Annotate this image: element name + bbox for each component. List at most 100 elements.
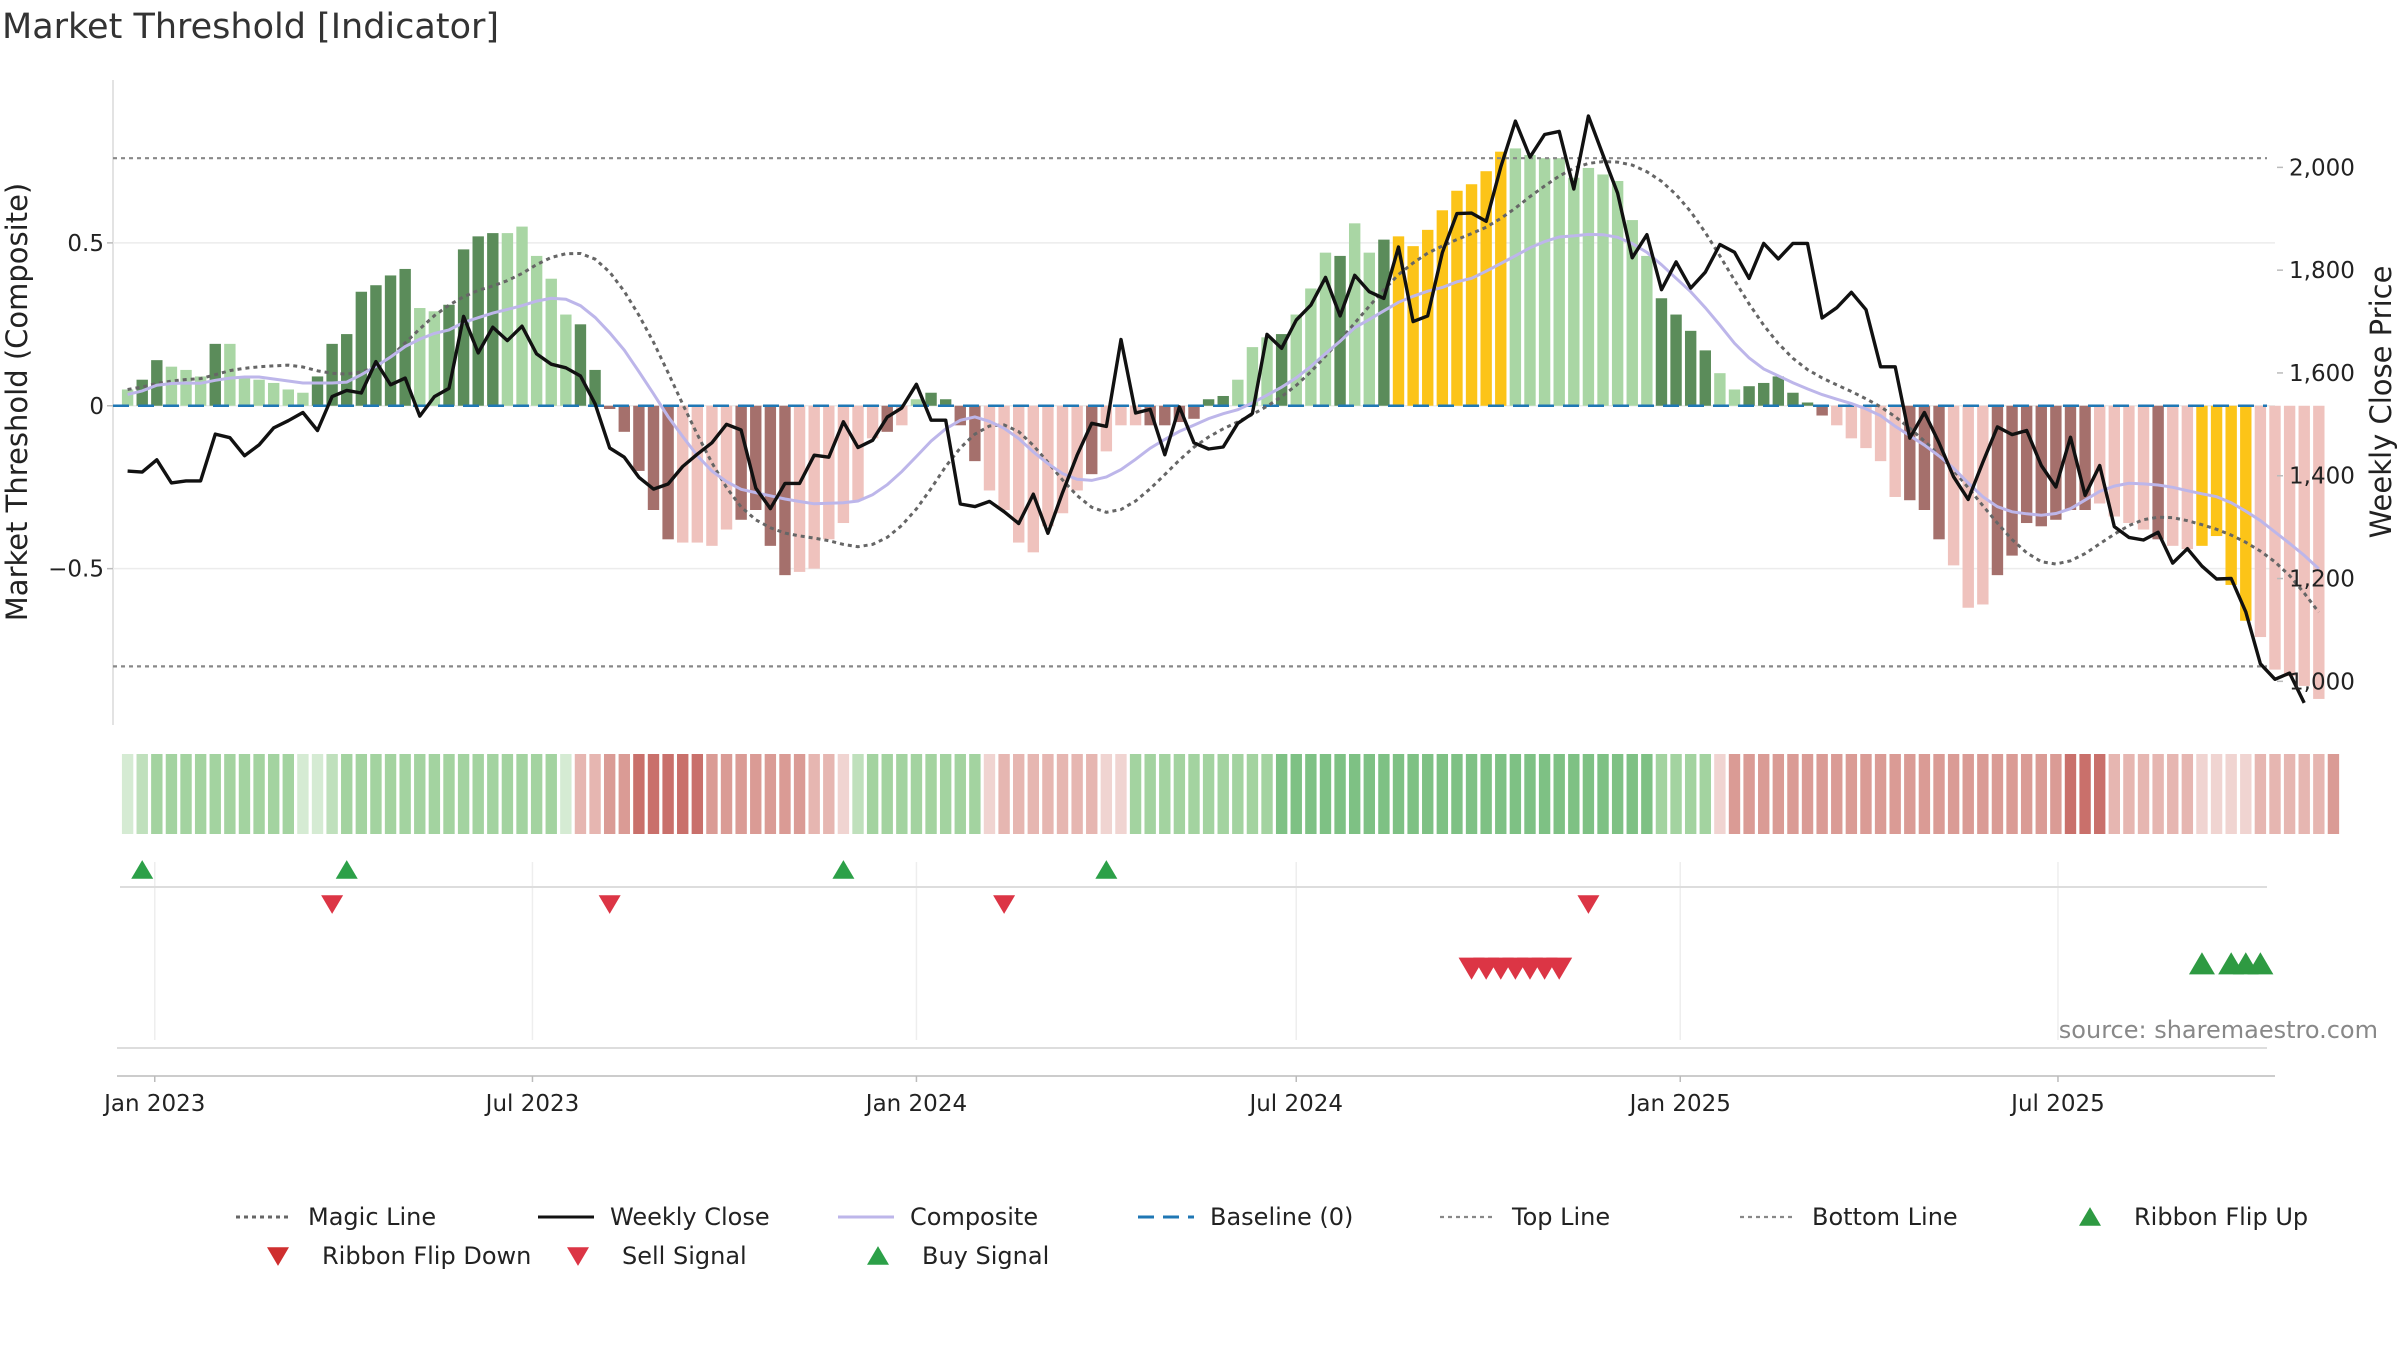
ribbon-cell — [1173, 754, 1186, 834]
composite-bar — [2167, 405, 2179, 546]
composite-bar — [1831, 405, 1843, 426]
composite-bar — [1816, 405, 1828, 416]
main-plot: 0.50−0.5 2,0001,8001,6001,4001,2001,000 … — [0, 80, 2398, 725]
legend-item-ribbon-flip-down: Ribbon Flip Down — [267, 1242, 531, 1270]
ribbon-cell — [852, 754, 864, 834]
ribbon-cell — [647, 754, 660, 834]
ribbon-cell — [165, 754, 178, 834]
legend-item-top-line: Top Line — [1440, 1203, 1610, 1231]
x-tick-label: Jan 2023 — [102, 1091, 205, 1117]
composite-bar — [1305, 288, 1317, 406]
ribbon-cell — [1129, 754, 1142, 834]
ribbon-cell — [2064, 754, 2077, 834]
composite-bar — [2064, 405, 2077, 510]
composite-bar — [136, 379, 148, 406]
ribbon-cell — [530, 754, 543, 834]
ribbon-cell — [1509, 754, 1522, 834]
legend-label: Magic Line — [308, 1203, 436, 1231]
ribbon-cell — [2079, 754, 2091, 834]
composite-bar — [428, 311, 441, 406]
ribbon-cell — [472, 754, 484, 834]
composite-bar — [910, 399, 923, 406]
composite-bar — [326, 343, 338, 406]
composite-bar — [1159, 405, 1171, 426]
ribbon-cell — [209, 754, 221, 834]
ribbon-cell — [1728, 754, 1741, 834]
legend-item-buy-signal: Buy Signal — [867, 1242, 1049, 1270]
composite-bar — [1451, 190, 1463, 406]
ribbon-cell — [1217, 754, 1229, 834]
right-y-ticks: 2,000 1,800 1,600 1,400 1,200 1,000 — [2277, 155, 2355, 695]
composite-bar — [1115, 405, 1127, 426]
composite-bar — [823, 405, 835, 540]
x-tick-label: Jan 2024 — [864, 1091, 967, 1117]
ribbon-cell — [1831, 754, 1843, 834]
ribbon-cell — [1977, 754, 1989, 834]
composite-bar — [779, 405, 791, 576]
x-tick-label: Jul 2023 — [484, 1091, 580, 1117]
ribbon-cell — [1801, 754, 1814, 834]
composite-bar — [1553, 158, 1565, 406]
composite-bar — [2196, 405, 2208, 546]
ribbon-cell — [1991, 754, 2004, 834]
ribbon-cell — [720, 754, 733, 834]
ribbon-flip-up-marker — [2188, 952, 2215, 975]
ribbon-cell — [238, 754, 251, 834]
ribbon-strip — [121, 754, 2340, 834]
ribbon-cell — [925, 754, 937, 834]
ribbon-cell — [2298, 754, 2310, 834]
composite-bar — [2050, 405, 2062, 520]
ribbon-cell — [2050, 754, 2062, 834]
composite-bar — [1042, 405, 1054, 527]
composite-bar — [1801, 402, 1814, 406]
ribbon-cell — [1962, 754, 1974, 834]
composite-bar — [1436, 210, 1449, 406]
ribbon-cell — [2094, 754, 2106, 834]
composite-bar — [560, 314, 572, 406]
composite-bar — [1027, 405, 1039, 553]
sell-signal-marker — [321, 895, 344, 914]
y-axis-label-right: Weekly Close Price — [2364, 266, 2398, 539]
composite-bar — [720, 405, 733, 530]
ribbon-cell — [443, 754, 455, 834]
legend-item-weekly-close: Weekly Close — [538, 1203, 770, 1231]
ribbon-cell — [1743, 754, 1755, 834]
composite-bar — [896, 405, 908, 426]
x-tick-label: Jul 2024 — [1247, 1091, 1343, 1117]
composite-bar — [1699, 350, 1711, 406]
ribbon-cell — [487, 754, 499, 834]
composite-bar — [1232, 379, 1244, 406]
ribbon-cell — [706, 754, 718, 834]
y-tick-label: 0 — [89, 394, 104, 420]
ribbon-cell — [2152, 754, 2164, 834]
legend-icon — [267, 1247, 289, 1266]
y-axis-label-left: Market Threshold (Composite) — [0, 183, 34, 621]
ribbon-cell — [1641, 754, 1653, 834]
ribbon-cell — [662, 754, 674, 834]
composite-bar — [983, 405, 996, 491]
ribbon-cell — [1232, 754, 1244, 834]
composite-bar — [866, 405, 879, 439]
ribbon-cell — [1246, 754, 1259, 834]
ribbon-cell — [341, 754, 353, 834]
ribbon-cell — [2181, 754, 2194, 834]
composite-bars — [121, 148, 2325, 699]
composite-bar — [1538, 158, 1551, 406]
composite-bar — [735, 405, 747, 520]
composite-bar — [1348, 223, 1361, 406]
composite-bar — [1217, 395, 1229, 406]
composite-bar — [808, 405, 820, 569]
ribbon-flip-down-marker — [1546, 957, 1573, 980]
composite-bar — [677, 405, 689, 543]
composite-bar — [1100, 405, 1113, 452]
ribbon-cell — [1933, 754, 1945, 834]
y2-tick-label: 1,200 — [2289, 567, 2355, 593]
composite-bar — [837, 405, 850, 524]
composite-bar — [224, 343, 236, 406]
ribbon-cell — [1363, 754, 1375, 834]
ribbon-cell — [1874, 754, 1887, 834]
ribbon-cell — [1787, 754, 1799, 834]
ribbon-cell — [1422, 754, 1434, 834]
ribbon-cell — [793, 754, 806, 834]
composite-bar — [151, 360, 163, 406]
